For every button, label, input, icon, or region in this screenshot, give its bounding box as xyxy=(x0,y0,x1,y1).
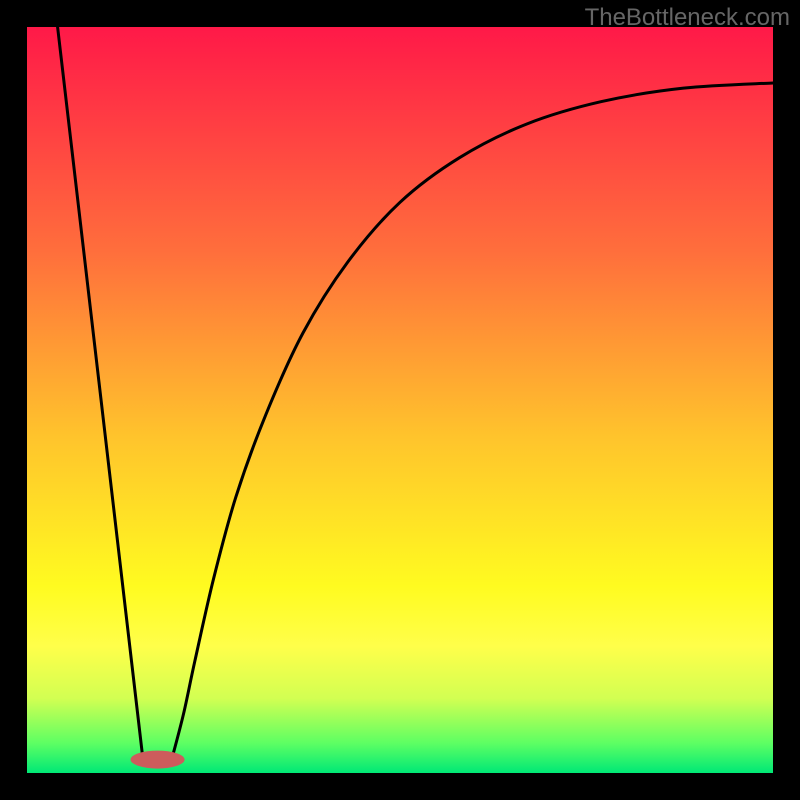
plot-background xyxy=(27,27,773,773)
optimal-marker xyxy=(131,751,185,769)
chart-container: TheBottleneck.com xyxy=(0,0,800,800)
bottleneck-chart xyxy=(0,0,800,800)
watermark-text: TheBottleneck.com xyxy=(585,4,790,32)
